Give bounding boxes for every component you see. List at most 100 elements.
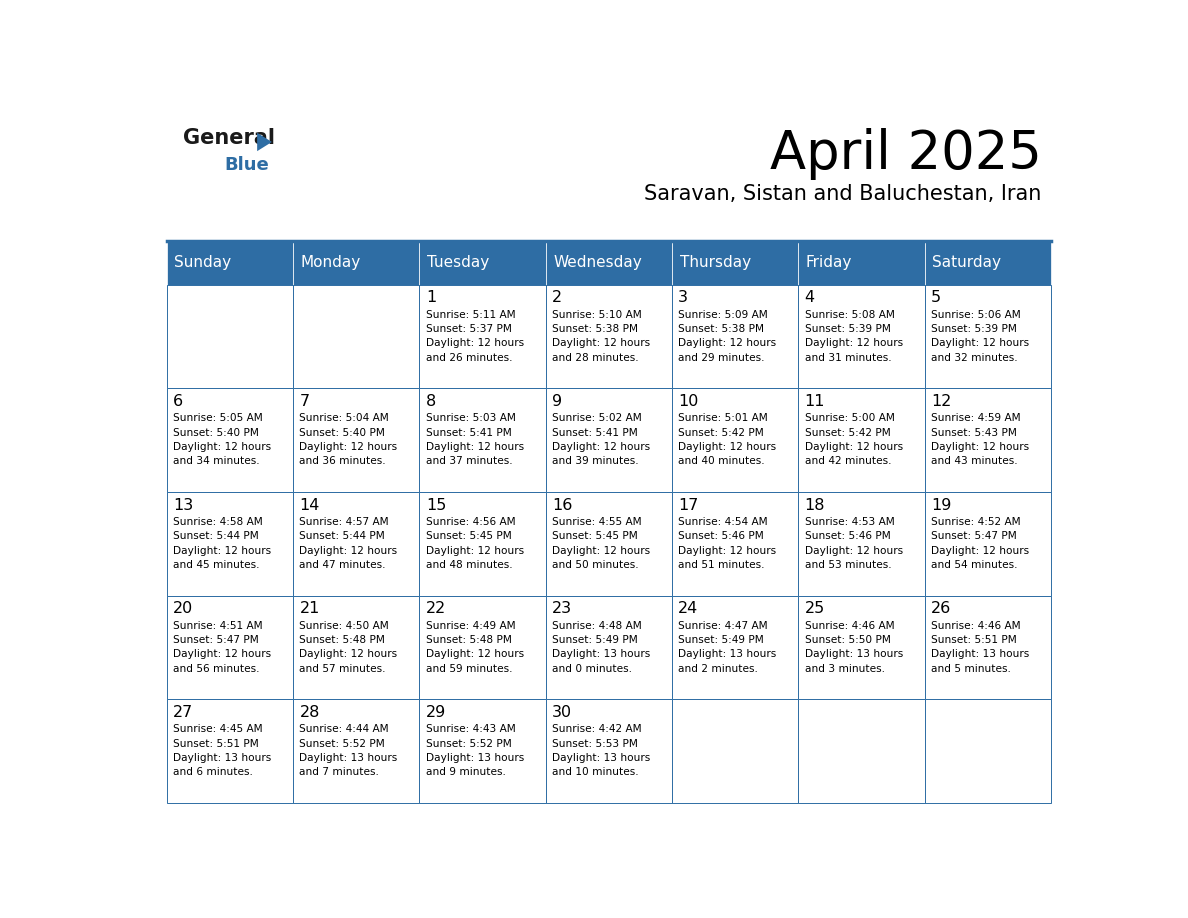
Text: 3: 3: [678, 290, 688, 306]
Text: Sunrise: 5:05 AM
Sunset: 5:40 PM
Daylight: 12 hours
and 34 minutes.: Sunrise: 5:05 AM Sunset: 5:40 PM Dayligh…: [173, 413, 271, 466]
Text: 6: 6: [173, 394, 183, 409]
Bar: [166, 700, 293, 803]
Text: Thursday: Thursday: [680, 255, 751, 270]
Text: April 2025: April 2025: [770, 128, 1042, 180]
Text: 22: 22: [425, 601, 446, 616]
Text: Sunrise: 5:01 AM
Sunset: 5:42 PM
Daylight: 12 hours
and 40 minutes.: Sunrise: 5:01 AM Sunset: 5:42 PM Dayligh…: [678, 413, 777, 466]
Bar: [419, 596, 545, 700]
Bar: [419, 285, 545, 388]
Bar: [924, 388, 1051, 492]
Text: Sunrise: 4:44 AM
Sunset: 5:52 PM
Daylight: 13 hours
and 7 minutes.: Sunrise: 4:44 AM Sunset: 5:52 PM Dayligh…: [299, 724, 398, 778]
Text: Sunrise: 4:49 AM
Sunset: 5:48 PM
Daylight: 12 hours
and 59 minutes.: Sunrise: 4:49 AM Sunset: 5:48 PM Dayligh…: [425, 621, 524, 674]
Text: 5: 5: [931, 290, 941, 306]
Bar: [545, 492, 672, 596]
Text: Sunrise: 5:11 AM
Sunset: 5:37 PM
Daylight: 12 hours
and 26 minutes.: Sunrise: 5:11 AM Sunset: 5:37 PM Dayligh…: [425, 309, 524, 363]
Text: 12: 12: [931, 394, 952, 409]
Text: Sunrise: 4:57 AM
Sunset: 5:44 PM
Daylight: 12 hours
and 47 minutes.: Sunrise: 4:57 AM Sunset: 5:44 PM Dayligh…: [299, 517, 398, 570]
Bar: [166, 492, 293, 596]
Bar: [293, 285, 419, 388]
Text: Sunrise: 5:00 AM
Sunset: 5:42 PM
Daylight: 12 hours
and 42 minutes.: Sunrise: 5:00 AM Sunset: 5:42 PM Dayligh…: [804, 413, 903, 466]
Text: Sunrise: 4:45 AM
Sunset: 5:51 PM
Daylight: 13 hours
and 6 minutes.: Sunrise: 4:45 AM Sunset: 5:51 PM Dayligh…: [173, 724, 272, 778]
Text: Sunrise: 4:55 AM
Sunset: 5:45 PM
Daylight: 12 hours
and 50 minutes.: Sunrise: 4:55 AM Sunset: 5:45 PM Dayligh…: [552, 517, 650, 570]
Text: 13: 13: [173, 498, 194, 513]
Text: Sunrise: 5:08 AM
Sunset: 5:39 PM
Daylight: 12 hours
and 31 minutes.: Sunrise: 5:08 AM Sunset: 5:39 PM Dayligh…: [804, 309, 903, 363]
Text: Sunrise: 5:10 AM
Sunset: 5:38 PM
Daylight: 12 hours
and 28 minutes.: Sunrise: 5:10 AM Sunset: 5:38 PM Dayligh…: [552, 309, 650, 363]
Text: Sunrise: 5:04 AM
Sunset: 5:40 PM
Daylight: 12 hours
and 36 minutes.: Sunrise: 5:04 AM Sunset: 5:40 PM Dayligh…: [299, 413, 398, 466]
Text: Sunrise: 4:58 AM
Sunset: 5:44 PM
Daylight: 12 hours
and 45 minutes.: Sunrise: 4:58 AM Sunset: 5:44 PM Dayligh…: [173, 517, 271, 570]
Bar: [924, 492, 1051, 596]
Text: Wednesday: Wednesday: [554, 255, 642, 270]
Text: 30: 30: [552, 705, 573, 720]
Bar: [924, 596, 1051, 700]
Bar: [293, 596, 419, 700]
Text: Saturday: Saturday: [933, 255, 1001, 270]
Bar: [924, 241, 1051, 285]
Text: 17: 17: [678, 498, 699, 513]
Text: 7: 7: [299, 394, 310, 409]
Text: 26: 26: [931, 601, 952, 616]
Text: 18: 18: [804, 498, 824, 513]
Text: Sunrise: 5:02 AM
Sunset: 5:41 PM
Daylight: 12 hours
and 39 minutes.: Sunrise: 5:02 AM Sunset: 5:41 PM Dayligh…: [552, 413, 650, 466]
Text: 20: 20: [173, 601, 194, 616]
Bar: [798, 241, 924, 285]
Bar: [545, 285, 672, 388]
Text: Saravan, Sistan and Baluchestan, Iran: Saravan, Sistan and Baluchestan, Iran: [644, 185, 1042, 205]
Text: Sunrise: 4:54 AM
Sunset: 5:46 PM
Daylight: 12 hours
and 51 minutes.: Sunrise: 4:54 AM Sunset: 5:46 PM Dayligh…: [678, 517, 777, 570]
Text: 15: 15: [425, 498, 447, 513]
Text: Sunrise: 4:43 AM
Sunset: 5:52 PM
Daylight: 13 hours
and 9 minutes.: Sunrise: 4:43 AM Sunset: 5:52 PM Dayligh…: [425, 724, 524, 778]
Bar: [419, 388, 545, 492]
Bar: [672, 492, 798, 596]
Bar: [545, 241, 672, 285]
Bar: [545, 596, 672, 700]
Text: Sunday: Sunday: [175, 255, 232, 270]
Bar: [798, 596, 924, 700]
Text: General: General: [183, 128, 276, 148]
Bar: [166, 388, 293, 492]
Text: 14: 14: [299, 498, 320, 513]
Bar: [293, 388, 419, 492]
Text: Sunrise: 4:56 AM
Sunset: 5:45 PM
Daylight: 12 hours
and 48 minutes.: Sunrise: 4:56 AM Sunset: 5:45 PM Dayligh…: [425, 517, 524, 570]
Text: Sunrise: 4:52 AM
Sunset: 5:47 PM
Daylight: 12 hours
and 54 minutes.: Sunrise: 4:52 AM Sunset: 5:47 PM Dayligh…: [931, 517, 1029, 570]
Text: Sunrise: 4:48 AM
Sunset: 5:49 PM
Daylight: 13 hours
and 0 minutes.: Sunrise: 4:48 AM Sunset: 5:49 PM Dayligh…: [552, 621, 650, 674]
Bar: [672, 285, 798, 388]
Text: 9: 9: [552, 394, 562, 409]
Text: Sunrise: 4:42 AM
Sunset: 5:53 PM
Daylight: 13 hours
and 10 minutes.: Sunrise: 4:42 AM Sunset: 5:53 PM Dayligh…: [552, 724, 650, 778]
Bar: [924, 285, 1051, 388]
Bar: [419, 492, 545, 596]
Bar: [672, 596, 798, 700]
Bar: [672, 388, 798, 492]
Text: Sunrise: 4:46 AM
Sunset: 5:51 PM
Daylight: 13 hours
and 5 minutes.: Sunrise: 4:46 AM Sunset: 5:51 PM Dayligh…: [931, 621, 1029, 674]
Bar: [924, 700, 1051, 803]
Text: Friday: Friday: [805, 255, 852, 270]
Bar: [166, 285, 293, 388]
Bar: [672, 241, 798, 285]
Bar: [293, 241, 419, 285]
Polygon shape: [257, 133, 272, 151]
Text: 2: 2: [552, 290, 562, 306]
Bar: [798, 492, 924, 596]
Bar: [545, 700, 672, 803]
Text: Sunrise: 4:51 AM
Sunset: 5:47 PM
Daylight: 12 hours
and 56 minutes.: Sunrise: 4:51 AM Sunset: 5:47 PM Dayligh…: [173, 621, 271, 674]
Text: Blue: Blue: [225, 156, 268, 174]
Text: 10: 10: [678, 394, 699, 409]
Text: 24: 24: [678, 601, 699, 616]
Text: 4: 4: [804, 290, 815, 306]
Bar: [419, 700, 545, 803]
Text: 27: 27: [173, 705, 194, 720]
Bar: [166, 241, 293, 285]
Bar: [672, 700, 798, 803]
Text: Sunrise: 5:06 AM
Sunset: 5:39 PM
Daylight: 12 hours
and 32 minutes.: Sunrise: 5:06 AM Sunset: 5:39 PM Dayligh…: [931, 309, 1029, 363]
Text: Tuesday: Tuesday: [426, 255, 489, 270]
Text: Sunrise: 4:50 AM
Sunset: 5:48 PM
Daylight: 12 hours
and 57 minutes.: Sunrise: 4:50 AM Sunset: 5:48 PM Dayligh…: [299, 621, 398, 674]
Text: 19: 19: [931, 498, 952, 513]
Text: Sunrise: 4:59 AM
Sunset: 5:43 PM
Daylight: 12 hours
and 43 minutes.: Sunrise: 4:59 AM Sunset: 5:43 PM Dayligh…: [931, 413, 1029, 466]
Bar: [419, 241, 545, 285]
Bar: [798, 285, 924, 388]
Text: Sunrise: 4:46 AM
Sunset: 5:50 PM
Daylight: 13 hours
and 3 minutes.: Sunrise: 4:46 AM Sunset: 5:50 PM Dayligh…: [804, 621, 903, 674]
Text: 23: 23: [552, 601, 573, 616]
Text: Sunrise: 4:47 AM
Sunset: 5:49 PM
Daylight: 13 hours
and 2 minutes.: Sunrise: 4:47 AM Sunset: 5:49 PM Dayligh…: [678, 621, 777, 674]
Text: 28: 28: [299, 705, 320, 720]
Text: 25: 25: [804, 601, 824, 616]
Bar: [545, 388, 672, 492]
Text: Sunrise: 5:03 AM
Sunset: 5:41 PM
Daylight: 12 hours
and 37 minutes.: Sunrise: 5:03 AM Sunset: 5:41 PM Dayligh…: [425, 413, 524, 466]
